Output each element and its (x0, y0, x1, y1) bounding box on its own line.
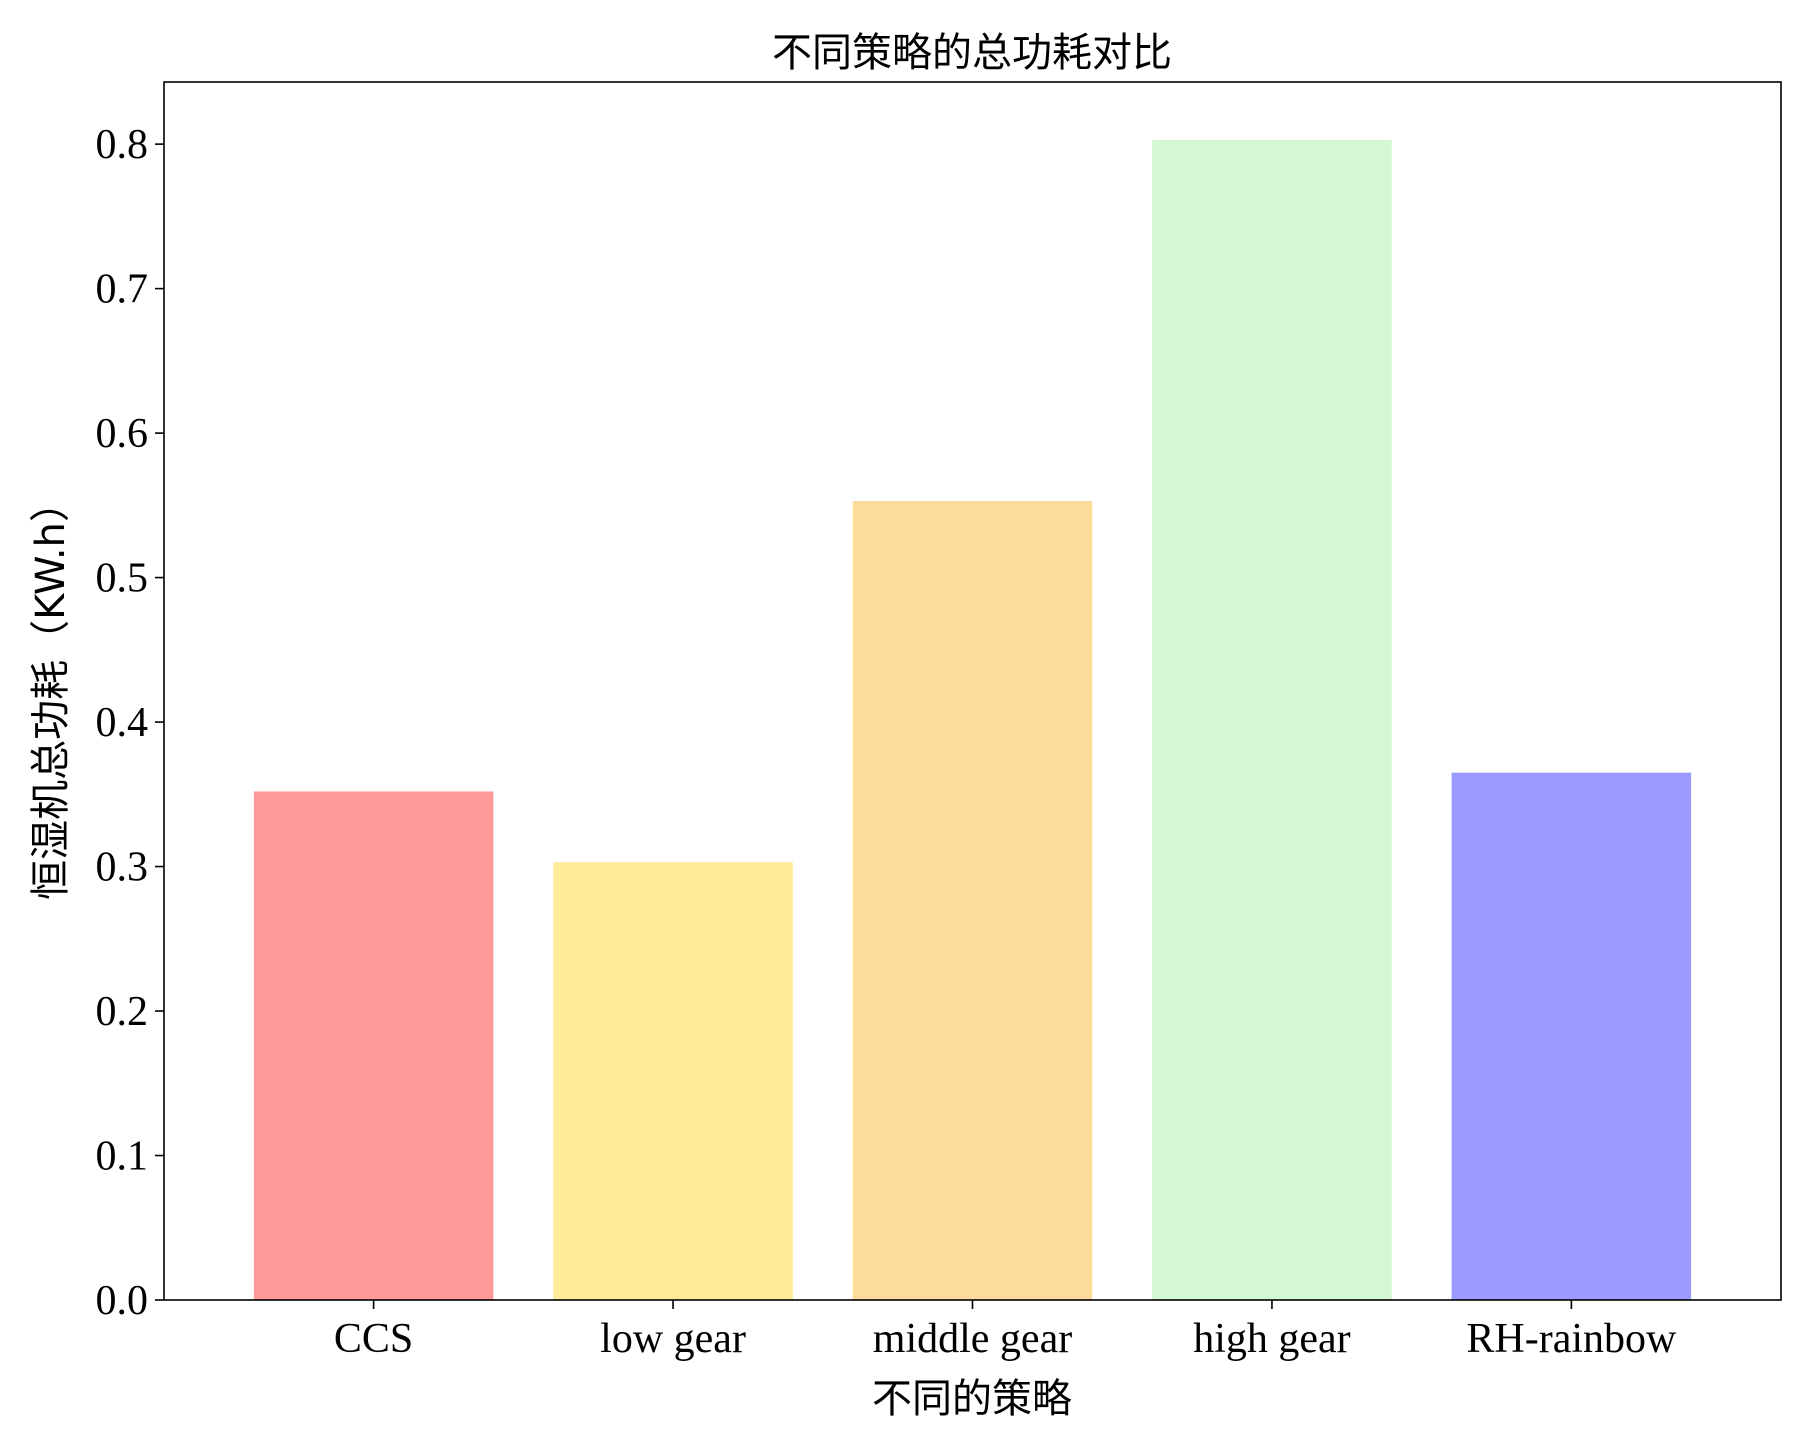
x-tick-label: high gear (1193, 1316, 1350, 1362)
x-tick-label: RH-rainbow (1466, 1316, 1677, 1362)
y-tick-label: 0.6 (96, 411, 149, 457)
y-axis: 0.0 0.1 0.2 0.3 0.4 0.5 0.6 0.7 0.8 (96, 122, 164, 1324)
bar-rh-rainbow (1451, 772, 1692, 1300)
bar-low-gear (553, 862, 793, 1300)
chart-title: 不同策略的总功耗对比 (772, 30, 1172, 76)
plot-frame (163, 81, 1782, 1301)
bar-middle-gear (852, 501, 1093, 1301)
x-axis-label: 不同的策略 (872, 1376, 1072, 1422)
x-tick-label: CCS (334, 1316, 413, 1362)
y-tick-label: 0.8 (96, 122, 149, 168)
y-tick-label: 0.7 (96, 267, 149, 313)
y-tick-label: 0.3 (96, 845, 149, 891)
y-tick-label: 0.1 (96, 1134, 149, 1180)
y-axis-label: 恒湿机总功耗（KW.h） (28, 482, 74, 900)
y-tick-label: 0.5 (96, 556, 149, 602)
bar-ccs (253, 791, 494, 1300)
bars-group (253, 139, 1692, 1301)
y-tick-label: 0.0 (96, 1278, 149, 1324)
x-tick-label: middle gear (873, 1316, 1072, 1362)
y-tick-label: 0.4 (96, 700, 149, 746)
bar-high-gear (1152, 139, 1392, 1301)
x-tick-label: low gear (600, 1316, 746, 1362)
y-tick-label: 0.2 (96, 989, 149, 1035)
x-axis: CCS low gear middle gear high gear RH-rainbo… (334, 1300, 1677, 1362)
